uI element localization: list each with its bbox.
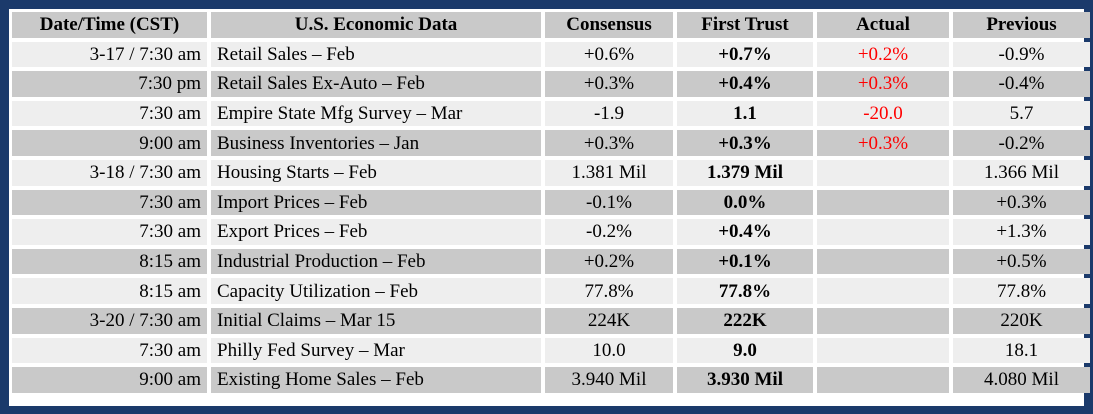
cell-consensus: 77.8% bbox=[545, 278, 673, 304]
cell-consensus: 3.940 Mil bbox=[545, 367, 673, 393]
table-row: 9:00 am Existing Home Sales – Feb 3.940 Mi… bbox=[12, 367, 1090, 393]
cell-indicator-name: Retail Sales – Feb bbox=[211, 41, 541, 68]
cell-date-time: 7:30 pm bbox=[12, 71, 207, 97]
cell-date-time: 3-17 / 7:30 am bbox=[12, 41, 207, 68]
cell-previous: 18.1 bbox=[953, 337, 1090, 364]
header-previous: Previous bbox=[953, 12, 1090, 38]
cell-consensus: +0.6% bbox=[545, 41, 673, 68]
cell-previous: -0.2% bbox=[953, 130, 1090, 156]
cell-actual bbox=[817, 219, 949, 245]
table-row: 7:30 am Export Prices – Feb -0.2% +0.4% +1.3… bbox=[12, 219, 1090, 245]
economic-data-table: Date/Time (CST) U.S. Economic Data Conse… bbox=[8, 8, 1093, 397]
cell-actual: +0.2% bbox=[817, 41, 949, 68]
cell-actual bbox=[817, 159, 949, 186]
cell-previous: -0.9% bbox=[953, 41, 1090, 68]
cell-consensus: -1.9 bbox=[545, 100, 673, 127]
cell-consensus: +0.2% bbox=[545, 248, 673, 275]
cell-consensus: -0.1% bbox=[545, 189, 673, 216]
cell-indicator-name: Business Inventories – Jan bbox=[211, 130, 541, 156]
cell-consensus: -0.2% bbox=[545, 219, 673, 245]
cell-indicator-name: Existing Home Sales – Feb bbox=[211, 367, 541, 393]
cell-actual bbox=[817, 307, 949, 334]
cell-actual bbox=[817, 278, 949, 304]
table-body: 3-17 / 7:30 am Retail Sales – Feb +0.6% +0.… bbox=[12, 41, 1090, 393]
cell-date-time: 9:00 am bbox=[12, 367, 207, 393]
cell-actual: -20.0 bbox=[817, 100, 949, 127]
cell-previous: 4.080 Mil bbox=[953, 367, 1090, 393]
cell-first-trust: 0.0% bbox=[677, 189, 813, 216]
cell-consensus: +0.3% bbox=[545, 71, 673, 97]
table-row: 8:15 am Industrial Production – Feb +0.2% +… bbox=[12, 248, 1090, 275]
cell-previous: -0.4% bbox=[953, 71, 1090, 97]
cell-actual: +0.3% bbox=[817, 71, 949, 97]
header-row: Date/Time (CST) U.S. Economic Data Conse… bbox=[12, 12, 1090, 38]
header-economic-data: U.S. Economic Data bbox=[211, 12, 541, 38]
cell-indicator-name: Industrial Production – Feb bbox=[211, 248, 541, 275]
cell-indicator-name: Housing Starts – Feb bbox=[211, 159, 541, 186]
cell-first-trust: 1.1 bbox=[677, 100, 813, 127]
cell-indicator-name: Import Prices – Feb bbox=[211, 189, 541, 216]
header-consensus: Consensus bbox=[545, 12, 673, 38]
cell-first-trust: +0.3% bbox=[677, 130, 813, 156]
table-row: 7:30 am Empire State Mfg Survey – Mar -1.9… bbox=[12, 100, 1090, 127]
cell-indicator-name: Export Prices – Feb bbox=[211, 219, 541, 245]
cell-previous: 1.366 Mil bbox=[953, 159, 1090, 186]
cell-previous: +1.3% bbox=[953, 219, 1090, 245]
cell-actual bbox=[817, 367, 949, 393]
cell-indicator-name: Initial Claims – Mar 15 bbox=[211, 307, 541, 334]
cell-indicator-name: Capacity Utilization – Feb bbox=[211, 278, 541, 304]
cell-first-trust: +0.4% bbox=[677, 71, 813, 97]
cell-consensus: 10.0 bbox=[545, 337, 673, 364]
table-row: 8:15 am Capacity Utilization – Feb 77.8% 77… bbox=[12, 278, 1090, 304]
cell-previous: 220K bbox=[953, 307, 1090, 334]
cell-first-trust: +0.7% bbox=[677, 41, 813, 68]
cell-date-time: 9:00 am bbox=[12, 130, 207, 156]
header-date-time: Date/Time (CST) bbox=[12, 12, 207, 38]
cell-first-trust: 77.8% bbox=[677, 278, 813, 304]
cell-date-time: 7:30 am bbox=[12, 337, 207, 364]
table-row: 3-17 / 7:30 am Retail Sales – Feb +0.6% +0.… bbox=[12, 41, 1090, 68]
cell-date-time: 7:30 am bbox=[12, 189, 207, 216]
cell-date-time: 7:30 am bbox=[12, 100, 207, 127]
cell-indicator-name: Empire State Mfg Survey – Mar bbox=[211, 100, 541, 127]
cell-previous: +0.5% bbox=[953, 248, 1090, 275]
cell-previous: 5.7 bbox=[953, 100, 1090, 127]
cell-previous: 77.8% bbox=[953, 278, 1090, 304]
cell-actual: +0.3% bbox=[817, 130, 949, 156]
table-row: 7:30 pm Retail Sales Ex-Auto – Feb +0.3% +0… bbox=[12, 71, 1090, 97]
cell-indicator-name: Retail Sales Ex-Auto – Feb bbox=[211, 71, 541, 97]
header-first-trust: First Trust bbox=[677, 12, 813, 38]
cell-consensus: +0.3% bbox=[545, 130, 673, 156]
cell-date-time: 8:15 am bbox=[12, 248, 207, 275]
cell-actual bbox=[817, 337, 949, 364]
cell-indicator-name: Philly Fed Survey – Mar bbox=[211, 337, 541, 364]
cell-date-time: 8:15 am bbox=[12, 278, 207, 304]
table-row: 9:00 am Business Inventories – Jan +0.3% +0… bbox=[12, 130, 1090, 156]
cell-actual bbox=[817, 248, 949, 275]
cell-date-time: 7:30 am bbox=[12, 219, 207, 245]
table-row: 3-20 / 7:30 am Initial Claims – Mar 15 224… bbox=[12, 307, 1090, 334]
table-row: 7:30 am Philly Fed Survey – Mar 10.0 9.0 18.… bbox=[12, 337, 1090, 364]
cell-date-time: 3-18 / 7:30 am bbox=[12, 159, 207, 186]
cell-date-time: 3-20 / 7:30 am bbox=[12, 307, 207, 334]
cell-first-trust: +0.4% bbox=[677, 219, 813, 245]
header-actual: Actual bbox=[817, 12, 949, 38]
cell-consensus: 1.381 Mil bbox=[545, 159, 673, 186]
cell-first-trust: 1.379 Mil bbox=[677, 159, 813, 186]
cell-first-trust: 9.0 bbox=[677, 337, 813, 364]
cell-first-trust: 3.930 Mil bbox=[677, 367, 813, 393]
cell-first-trust: 222K bbox=[677, 307, 813, 334]
table-row: 3-18 / 7:30 am Housing Starts – Feb 1.381 … bbox=[12, 159, 1090, 186]
cell-previous: +0.3% bbox=[953, 189, 1090, 216]
cell-consensus: 224K bbox=[545, 307, 673, 334]
table-row: 7:30 am Import Prices – Feb -0.1% 0.0% +0.3% bbox=[12, 189, 1090, 216]
cell-actual bbox=[817, 189, 949, 216]
cell-first-trust: +0.1% bbox=[677, 248, 813, 275]
